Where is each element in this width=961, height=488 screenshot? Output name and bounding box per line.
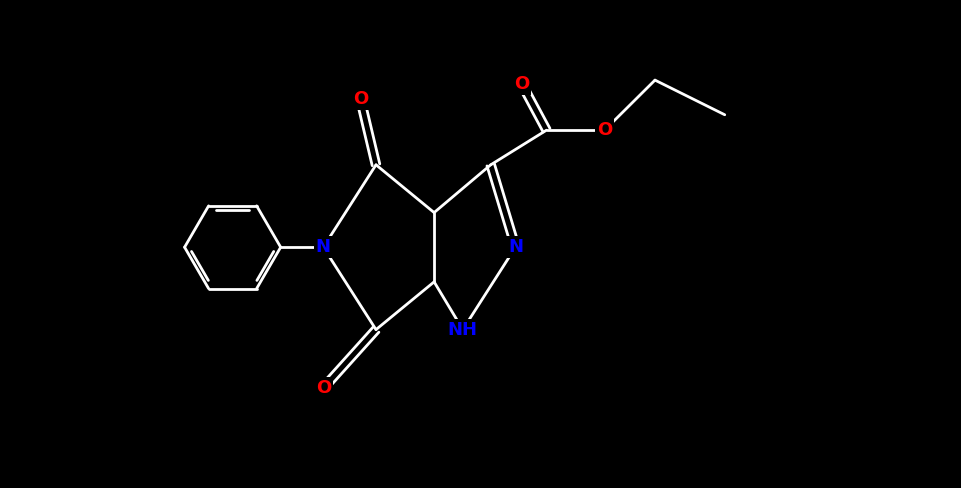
Text: O: O <box>353 90 368 108</box>
Text: N: N <box>315 238 331 256</box>
Text: N: N <box>507 238 523 256</box>
Text: O: O <box>597 121 611 139</box>
Text: O: O <box>315 379 331 397</box>
Text: NH: NH <box>447 321 478 339</box>
Text: O: O <box>513 75 529 93</box>
